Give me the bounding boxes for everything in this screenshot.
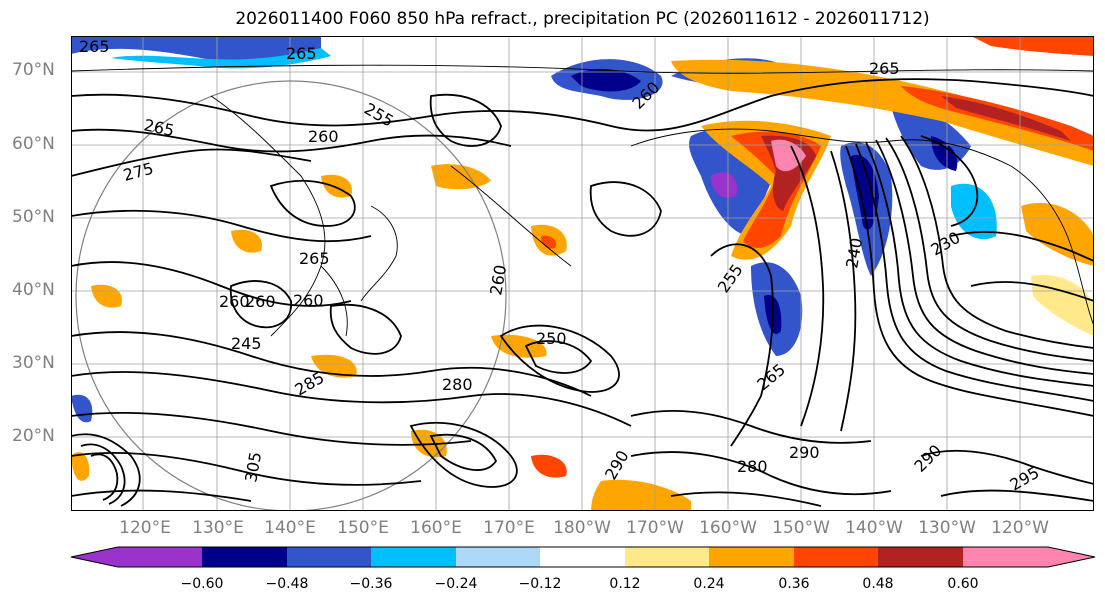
colorbar-tick: −0.24 [434, 576, 478, 592]
lon-label: 140°E [264, 518, 316, 538]
lon-label: 120°E [119, 518, 171, 538]
coastlines [71, 64, 1094, 337]
lon-label: 150°E [337, 518, 389, 538]
contour-label: 260 [308, 127, 339, 146]
precip-shading [71, 36, 1094, 511]
lon-label: 130°W [918, 518, 976, 538]
contour-label: 265 [286, 44, 317, 63]
colorbar-cell [371, 547, 456, 567]
refractivity-contours [71, 78, 1094, 507]
lat-label: 50°N [12, 207, 55, 227]
chart-title: 2026011400 F060 850 hPa refract., precip… [235, 9, 930, 29]
contour-label: 260 [245, 292, 276, 311]
colorbar-cell [540, 547, 625, 567]
map-panel: 265 265 265 265 255 260 260 260 260 275 … [71, 36, 1094, 511]
colorbar-cell [202, 547, 287, 567]
lon-label: 130°E [192, 518, 244, 538]
contour-label: 260 [486, 263, 510, 296]
contour-label: 280 [442, 375, 473, 394]
lon-label: 180°W [553, 518, 611, 538]
contour-label: 255 [361, 99, 397, 131]
colorbar-tick: −0.12 [518, 576, 562, 592]
colorbar-cell [287, 547, 371, 567]
colorbar-cell [709, 547, 794, 567]
colorbar-cell [963, 547, 1095, 567]
contour-label: 260 [293, 291, 324, 310]
colorbar-tick: 0.60 [947, 576, 979, 592]
contour-label: 245 [231, 334, 262, 353]
lon-label: 150°W [772, 518, 830, 538]
colorbar-tick: −0.36 [349, 576, 393, 592]
lat-label: 40°N [12, 280, 55, 300]
colorbar [70, 546, 1096, 568]
colorbar-tick: −0.60 [180, 576, 224, 592]
lon-label: 120°W [991, 518, 1049, 538]
lon-label: 160°W [699, 518, 757, 538]
contour-label: 265 [299, 249, 330, 268]
lon-label: 170°E [483, 518, 535, 538]
contour-label: 265 [869, 59, 900, 78]
colorbar-tick: 0.24 [693, 576, 725, 592]
lat-label: 70°N [12, 60, 55, 80]
colorbar-cell [71, 547, 202, 567]
contour-label: 305 [241, 450, 265, 483]
colorbar-cell [625, 547, 709, 567]
contour-label: 280 [737, 457, 768, 476]
contour-label: 265 [753, 360, 789, 394]
map-canvas: 265 265 265 265 255 260 260 260 260 275 … [71, 36, 1094, 511]
colorbar-cell [456, 547, 540, 567]
colorbar-cell [878, 547, 963, 567]
colorbar-tick: 0.48 [862, 576, 894, 592]
lat-label: 60°N [12, 134, 55, 154]
colorbar-tick: 0.12 [609, 576, 641, 592]
lon-label: 140°W [845, 518, 903, 538]
contour-label: 250 [536, 329, 567, 348]
lat-label: 30°N [12, 353, 55, 373]
contour-label: 240 [842, 236, 866, 269]
contour-label: 290 [910, 441, 945, 476]
lon-label: 160°E [410, 518, 462, 538]
lon-label: 170°W [626, 518, 684, 538]
contour-label: 260 [219, 292, 250, 311]
lat-label: 20°N [12, 426, 55, 446]
colorbar-cells [71, 547, 1095, 567]
contour-label: 230 [928, 228, 964, 260]
contour-label: 290 [601, 447, 633, 483]
colorbar-tick: 0.36 [778, 576, 810, 592]
colorbar-cell [794, 547, 878, 567]
contour-label: 290 [789, 443, 820, 462]
contour-label: 265 [79, 37, 110, 56]
colorbar-tick: −0.48 [265, 576, 309, 592]
